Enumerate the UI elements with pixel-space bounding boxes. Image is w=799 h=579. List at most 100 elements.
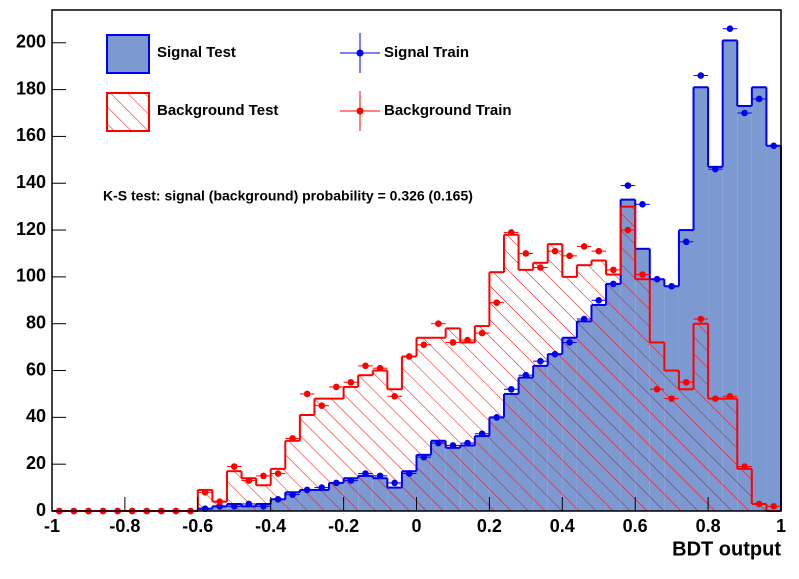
histogram-bar <box>460 342 475 511</box>
histogram-bar <box>766 145 781 512</box>
histogram-bar <box>722 398 738 511</box>
data-point <box>770 503 778 510</box>
histogram-bar <box>620 206 636 511</box>
histogram-bar <box>751 503 767 511</box>
data-point <box>537 357 544 365</box>
histogram-bar <box>737 105 752 511</box>
data-point <box>464 439 471 447</box>
data-point <box>551 247 559 255</box>
x-tick-label: -0.8 <box>109 516 140 536</box>
y-tick-label: 120 <box>16 219 46 239</box>
x-tick-label: -1 <box>44 516 60 536</box>
data-point <box>610 280 617 288</box>
data-point <box>580 315 588 323</box>
histogram-bar <box>533 262 548 511</box>
data-point <box>420 453 428 461</box>
histogram-bar <box>591 260 607 511</box>
data-point <box>362 470 369 477</box>
data-point <box>289 491 296 498</box>
histogram-bar <box>751 87 767 511</box>
annotation: K-S test: signal (background) probabilit… <box>103 188 473 204</box>
legend-label: Background Train <box>384 102 512 119</box>
y-tick-label: 0 <box>36 500 46 520</box>
data-point <box>318 402 326 409</box>
y-tick-label: 20 <box>26 453 46 473</box>
data-point <box>697 315 705 323</box>
y-tick-label: 180 <box>16 78 46 98</box>
histogram-bar <box>518 269 534 511</box>
legend-label: Signal Train <box>384 44 469 61</box>
data-point <box>507 385 515 393</box>
histogram-bar <box>708 398 723 511</box>
data-point <box>741 463 748 470</box>
histogram-bar <box>358 375 373 511</box>
data-point <box>653 385 661 393</box>
histogram-bar <box>562 276 577 511</box>
histogram-bar <box>722 40 738 512</box>
y-tick-label: 60 <box>26 359 46 379</box>
histogram-bar <box>693 323 709 511</box>
y-tick-label: 80 <box>26 312 46 332</box>
legend-label: Background Test <box>157 102 278 119</box>
data-point <box>624 182 632 189</box>
data-point <box>595 247 603 255</box>
data-point <box>478 329 486 337</box>
data-point <box>449 442 457 449</box>
legend-marker <box>356 107 364 115</box>
data-point <box>216 503 223 510</box>
data-point <box>333 383 340 391</box>
data-point <box>493 299 500 306</box>
data-point <box>303 390 311 398</box>
histogram-bar <box>576 265 592 511</box>
data-point <box>216 498 223 505</box>
data-point <box>435 439 442 447</box>
histogram-bar <box>372 370 388 511</box>
histogram-bar <box>503 234 519 511</box>
data-point <box>230 503 238 510</box>
data-point <box>260 472 267 480</box>
y-tick-label: 40 <box>26 406 46 426</box>
histogram-bar <box>285 440 300 511</box>
histogram-bar <box>547 244 563 511</box>
y-tick-label: 200 <box>16 32 46 52</box>
histogram-bar <box>678 389 694 511</box>
data-point <box>245 477 253 484</box>
histogram-bar <box>635 279 650 511</box>
data-point <box>566 339 573 346</box>
histogram-bar <box>664 370 679 511</box>
histogram-bar <box>416 337 432 511</box>
data-point <box>362 362 369 370</box>
data-point <box>522 371 530 379</box>
data-point <box>741 109 748 117</box>
data-point <box>507 229 515 236</box>
x-tick-label: 0.8 <box>696 516 721 536</box>
data-point <box>260 503 267 510</box>
histogram-bar <box>241 478 257 511</box>
x-tick-label: -0.6 <box>182 516 213 536</box>
data-point <box>405 470 413 477</box>
data-point <box>522 250 530 257</box>
x-tick-label: 0.4 <box>550 516 575 536</box>
legend-swatch <box>106 92 150 132</box>
x-tick-label: 0.6 <box>623 516 648 536</box>
data-point <box>697 72 705 79</box>
plot-area: 0 20 40 60 80 100 120 140 160 180 200 -1 -0.8 -0.6 -0.… <box>16 9 786 536</box>
x-tick-label: 0 <box>411 516 421 536</box>
data-point <box>420 341 428 349</box>
data-point <box>376 364 384 372</box>
data-point <box>551 350 559 358</box>
histogram-bar <box>737 468 752 511</box>
data-point <box>318 484 326 491</box>
data-point <box>274 470 282 477</box>
data-point <box>682 238 690 246</box>
data-point <box>303 486 311 494</box>
data-point <box>449 339 457 346</box>
legend-label: Signal Test <box>157 44 236 61</box>
data-point <box>726 392 734 400</box>
data-point <box>755 95 763 103</box>
histogram-bar <box>445 328 461 511</box>
histogram-bar <box>606 274 621 511</box>
data-point <box>595 296 603 304</box>
data-point <box>333 479 340 487</box>
